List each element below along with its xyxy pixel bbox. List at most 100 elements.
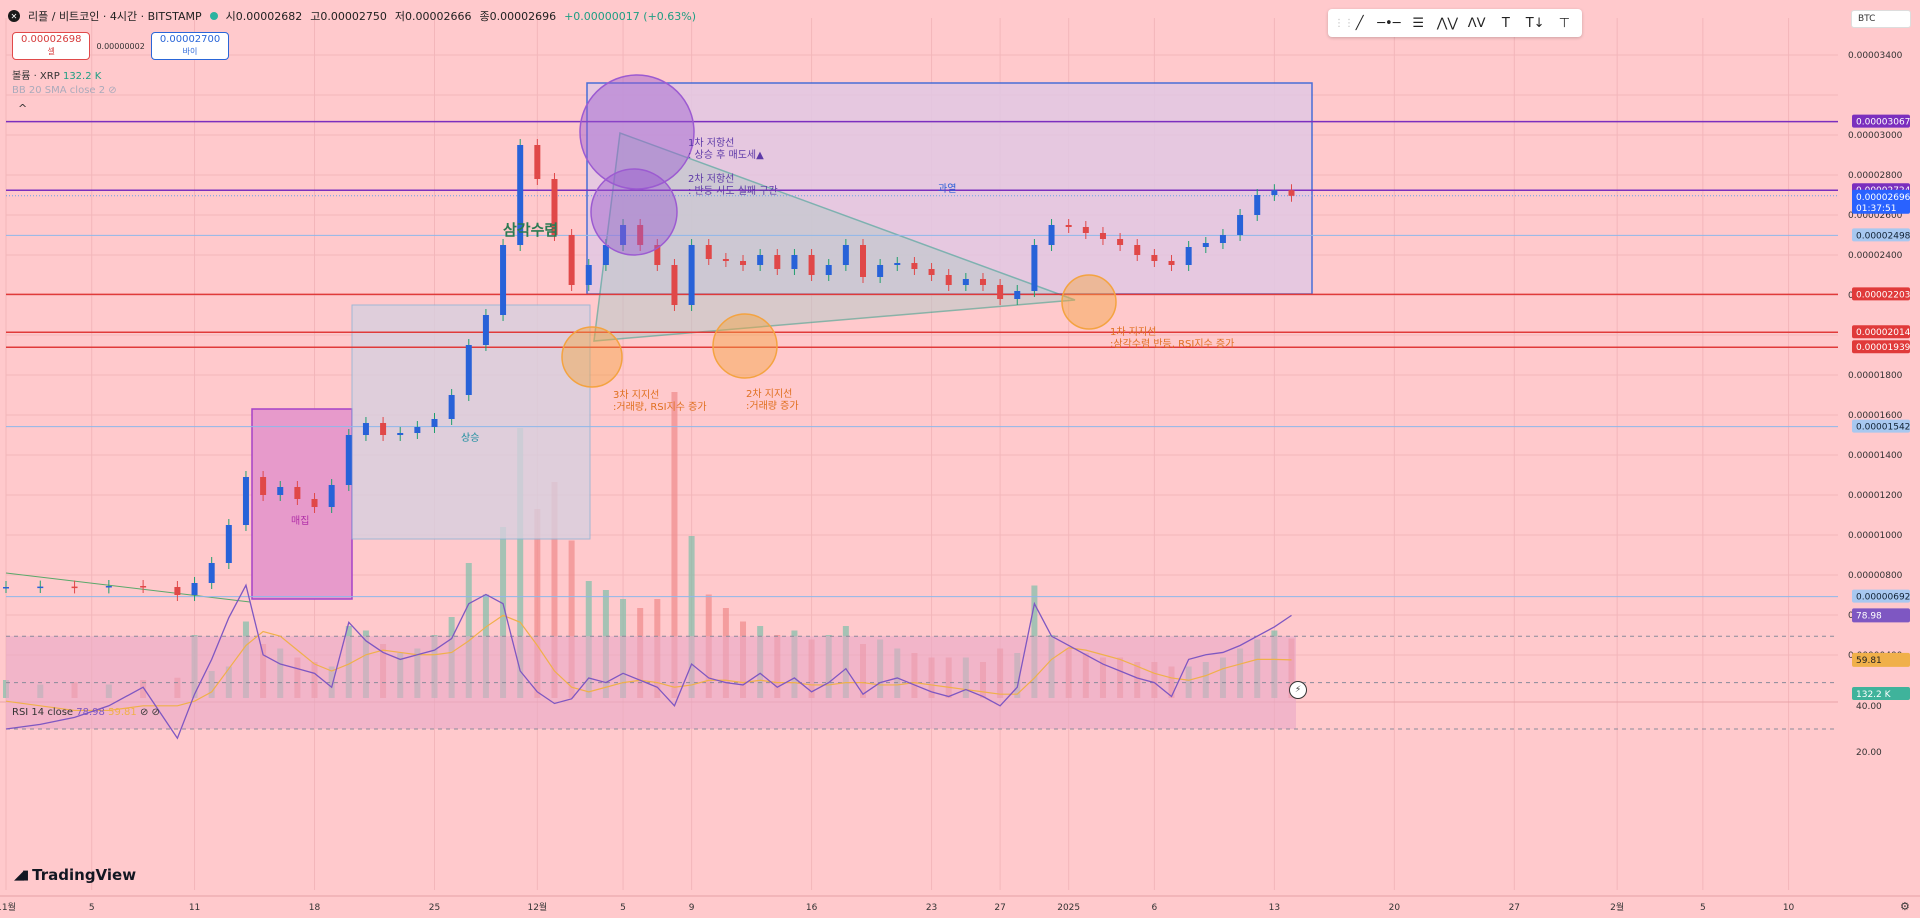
candle-body	[877, 265, 884, 277]
candle-body	[1219, 235, 1226, 243]
candle-body	[911, 263, 918, 269]
rsi-legend[interactable]: RSI 14 close 78.98 59.81 ⊘ ⊘	[12, 707, 160, 718]
tradingview-wordmark: TradingView	[32, 866, 137, 884]
parallel-channel-icon[interactable]: ☰	[1412, 15, 1424, 31]
price-tick-label: 0.00003000	[1848, 131, 1903, 141]
abcd-pattern-icon[interactable]: ᐱᐯ	[1467, 15, 1486, 31]
candle-body	[722, 259, 729, 261]
support3-note: :거래량, RSI지수 증가	[613, 401, 707, 413]
candle-body	[551, 179, 558, 235]
rsi-line	[5, 583, 1292, 740]
candle-body	[1168, 261, 1175, 265]
volume-bar	[671, 392, 678, 698]
price-badge	[1852, 419, 1910, 433]
volume-bar	[551, 482, 558, 698]
horizontal-ray-icon[interactable]: ─•─	[1377, 15, 1401, 31]
anchored-text-icon[interactable]: ⊤	[1558, 15, 1571, 31]
eye-hidden-icon[interactable]: ⊘	[108, 85, 117, 96]
candle-body	[945, 275, 952, 285]
symbol-title[interactable]: 리플 / 비트코인 · 4시간 · BITSTAMP	[28, 10, 202, 23]
buy-price: 0.00002700	[159, 34, 221, 45]
text-icon[interactable]: T	[1501, 15, 1510, 31]
sell-button[interactable]: 0.00002698 셀	[12, 32, 91, 60]
trend-line-icon[interactable]: ╱	[1355, 15, 1364, 31]
time-tick-label: 27	[994, 903, 1005, 913]
eye-hidden-icon[interactable]: ⊘ ⊘	[139, 707, 160, 718]
rise-label: 상승	[461, 432, 479, 444]
time-tick-label: 9	[689, 903, 695, 913]
triangle-pattern	[593, 131, 1076, 342]
price-badge-label: 0.00003067	[1856, 118, 1910, 128]
time-tick-label: 27	[1509, 903, 1520, 913]
triangle-label: 삼각수렴	[503, 221, 558, 239]
volume-legend-name: 볼륨 · XRP	[12, 71, 60, 82]
price-badge	[1852, 340, 1910, 354]
candle-body	[1065, 225, 1072, 227]
rsi-pane	[5, 583, 1838, 740]
candle-body	[997, 285, 1004, 299]
buy-button[interactable]: 0.00002700 바이	[150, 32, 230, 60]
time-tick-label: 5	[620, 903, 626, 913]
price-badge	[1852, 589, 1910, 603]
candle-body	[1082, 227, 1089, 233]
candle-body	[757, 255, 764, 265]
candle-body	[585, 265, 592, 285]
drag-handle-icon[interactable]: ⋮⋮	[1334, 17, 1354, 29]
candle-body	[1031, 245, 1038, 291]
price-badge-label: 0.00000692	[1856, 593, 1910, 603]
compare-symbol-field[interactable]: BTC	[1851, 10, 1911, 28]
volume-legend[interactable]: 볼륨 · XRP 132.2 K	[12, 67, 101, 82]
xrp-logo-icon: ✕	[8, 10, 20, 22]
collapse-legend-icon[interactable]: ^	[18, 102, 28, 115]
support2-label: 2차 지지선	[746, 388, 792, 400]
overheat-label: 과열	[938, 183, 956, 195]
candle-body	[1134, 245, 1141, 255]
bb-legend[interactable]: BB 20 SMA close 2 ⊘	[12, 85, 117, 96]
candle-body	[260, 477, 267, 495]
drawing-shapes[interactable]	[561, 74, 1117, 388]
price-tick-label: 0.00001000	[1848, 531, 1903, 541]
bb-legend-name: BB 20 SMA close 2	[12, 85, 106, 96]
candle-body	[1014, 291, 1021, 299]
accumulation-box	[251, 408, 353, 600]
candle-body	[448, 395, 455, 419]
candle-body	[3, 587, 9, 589]
candle-body	[1099, 233, 1106, 239]
time-tick-label: 11	[189, 903, 200, 913]
support2-note: :거래량 증가	[746, 400, 799, 412]
xabcd-pattern-icon[interactable]: ⋀⋁	[1436, 15, 1459, 31]
candle-body	[397, 433, 404, 435]
price-candles	[3, 139, 1295, 601]
candle-body	[517, 145, 524, 245]
candle-body	[962, 279, 969, 285]
time-tick-label: 6	[1152, 903, 1158, 913]
text-note-icon[interactable]: T↓	[1525, 15, 1545, 31]
tradingview-logo[interactable]: ◢▮ TradingView	[14, 866, 136, 884]
candle-body	[294, 487, 301, 499]
candle-body	[654, 245, 661, 265]
ohlc-open: 시0.00002682	[225, 10, 303, 23]
spread-value: 0.00000002	[96, 41, 145, 51]
symbol-header[interactable]: ✕ 리플 / 비트코인 · 4시간 · BITSTAMP 시0.00002682…	[8, 8, 696, 24]
candle-body	[1202, 243, 1209, 247]
support3-circle	[561, 326, 623, 388]
bolt-icon[interactable]: ⚡	[1289, 681, 1307, 699]
price-badge	[1852, 114, 1910, 128]
candle-body	[602, 245, 609, 265]
candle-body	[534, 145, 541, 179]
time-tick-label: 20	[1389, 903, 1401, 913]
price-tick-label: 0.00001600	[1848, 411, 1903, 421]
candle-body	[174, 587, 181, 595]
price-badge	[1852, 228, 1910, 242]
rsi-badge	[1852, 608, 1910, 623]
price-tick-label: 0.00002800	[1848, 171, 1903, 181]
trend-line	[5, 572, 251, 603]
resistance2-note: : 반등 시도 실패 구간	[688, 185, 778, 197]
volume-bar	[688, 536, 695, 698]
candle-body	[71, 586, 78, 589]
candle-body	[37, 586, 44, 589]
candle-body	[431, 419, 438, 427]
candle-body	[1117, 239, 1124, 245]
horizontal-levels[interactable]	[6, 120, 1838, 598]
